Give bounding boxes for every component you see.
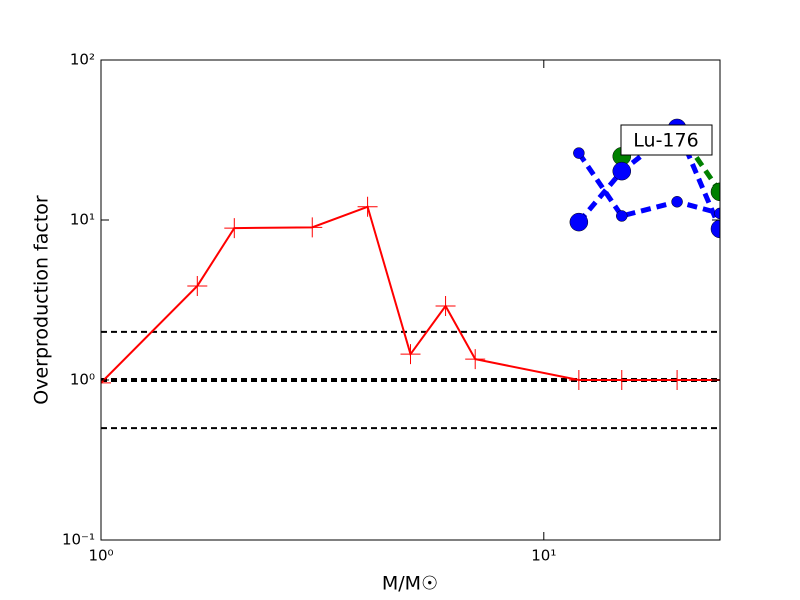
marker <box>710 219 720 239</box>
marker <box>302 217 323 238</box>
series-line <box>576 151 720 219</box>
marker <box>616 210 628 222</box>
marker <box>714 207 720 220</box>
marker <box>667 370 688 390</box>
marker <box>187 275 208 296</box>
y-tick-label: 10⁻¹ <box>62 531 95 549</box>
y-tick-label: 10¹ <box>70 211 95 229</box>
marker <box>101 372 111 393</box>
x-tick-label: 10⁰ <box>88 547 113 565</box>
annotation-box <box>620 124 713 156</box>
marker <box>400 344 421 365</box>
marker <box>671 196 683 208</box>
y-axis-label: Overproduction factor <box>31 195 53 405</box>
y-tick-label: 10⁰ <box>70 371 95 389</box>
marker <box>357 196 378 217</box>
x-tick-label: 10¹ <box>531 547 556 565</box>
y-tick-label: 10² <box>70 51 95 69</box>
marker <box>612 161 632 181</box>
marker <box>569 212 589 232</box>
annotation: Lu-176 <box>633 130 698 152</box>
marker <box>435 296 456 317</box>
marker <box>568 370 589 390</box>
marker <box>465 349 486 370</box>
marker <box>573 147 585 159</box>
marker <box>611 370 632 390</box>
marker <box>224 218 245 239</box>
marker <box>710 182 720 202</box>
axes-frame <box>100 59 721 541</box>
x-axis-label: M/M☉ <box>382 573 438 595</box>
